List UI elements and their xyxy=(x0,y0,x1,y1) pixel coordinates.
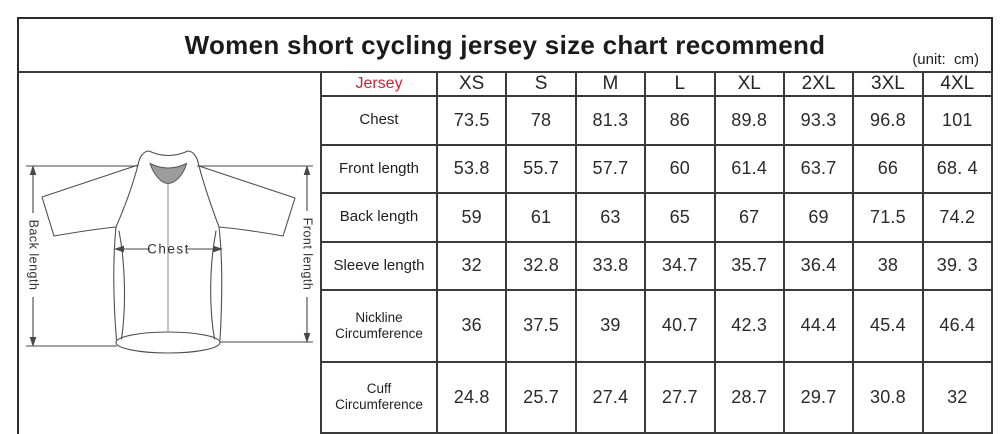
size-table-header-row: Jersey XS S M L XL 2XL 3XL 4XL xyxy=(320,71,994,97)
table-row: Chest 73.5 78 81.3 86 89.8 93.3 96.8 101 xyxy=(320,95,994,146)
value-cell: 78 xyxy=(505,95,577,146)
page-title: Women short cycling jersey size chart re… xyxy=(184,29,826,60)
value-cell: 32 xyxy=(921,360,994,434)
size-chart-panel: Women short cycling jersey size chart re… xyxy=(17,17,994,434)
value-cell: 45.4 xyxy=(852,289,924,363)
jersey-outline xyxy=(41,150,296,354)
back-length-label: Back length xyxy=(27,220,41,291)
table-row: Cuff Circumference 24.8 25.7 27.4 27.7 28.7 29… xyxy=(320,360,994,434)
value-cell: 38 xyxy=(852,240,924,292)
size-column-header: XL xyxy=(713,71,785,97)
front-length-label: Front length xyxy=(301,218,315,291)
value-cell: 53.8 xyxy=(435,143,508,195)
size-column-header: 2XL xyxy=(782,71,855,97)
value-cell: 74.2 xyxy=(921,192,994,243)
table-row: Back length 59 61 63 65 67 69 71.5 74.2 xyxy=(320,192,994,243)
front-length-dimension xyxy=(197,165,313,343)
row-label: Back length xyxy=(320,192,438,243)
size-column-header: XS xyxy=(435,71,508,97)
value-cell: 30.8 xyxy=(852,360,924,434)
value-cell: 57.7 xyxy=(574,143,647,195)
value-cell: 34.7 xyxy=(644,240,716,292)
value-cell: 24.8 xyxy=(435,360,508,434)
value-cell: 36.4 xyxy=(782,240,855,292)
size-column-header: M xyxy=(574,71,647,97)
value-cell: 61.4 xyxy=(713,143,785,195)
value-cell: 35.7 xyxy=(713,240,785,292)
value-cell: 65 xyxy=(644,192,716,243)
table-row: Sleeve length 32 32.8 33.8 34.7 35.7 36.4 38 39.… xyxy=(320,240,994,292)
table-header-jersey: Jersey xyxy=(320,71,438,97)
row-label: Nickline Circumference xyxy=(320,289,438,363)
value-cell: 40.7 xyxy=(644,289,716,363)
value-cell: 32.8 xyxy=(505,240,577,292)
value-cell: 29.7 xyxy=(782,360,855,434)
table-row: Nickline Circumference 36 37.5 39 40.7 42.3 44… xyxy=(320,289,994,363)
value-cell: 39 xyxy=(574,289,647,363)
row-label: Chest xyxy=(320,95,438,146)
value-cell: 55.7 xyxy=(505,143,577,195)
value-cell: 68. 4 xyxy=(921,143,994,195)
value-cell: 39. 3 xyxy=(921,240,994,292)
value-cell: 27.7 xyxy=(644,360,716,434)
panel-body: Back length Front length Chest xyxy=(17,71,994,434)
value-cell: 93.3 xyxy=(782,95,855,146)
value-cell: 27.4 xyxy=(574,360,647,434)
value-cell: 63 xyxy=(574,192,647,243)
value-cell: 73.5 xyxy=(435,95,508,146)
size-table: Jersey XS S M L XL 2XL 3XL 4XL Chest 73.5 78 81.3 86… xyxy=(320,71,994,434)
value-cell: 66 xyxy=(852,143,924,195)
value-cell: 71.5 xyxy=(852,192,924,243)
value-cell: 63.7 xyxy=(782,143,855,195)
value-cell: 61 xyxy=(505,192,577,243)
size-column-header: S xyxy=(505,71,577,97)
value-cell: 28.7 xyxy=(713,360,785,434)
size-table-body: Chest 73.5 78 81.3 86 89.8 93.3 96.8 101 Front le… xyxy=(320,95,994,434)
back-length-dimension xyxy=(26,165,137,347)
value-cell: 89.8 xyxy=(713,95,785,146)
title-box: Women short cycling jersey size chart re… xyxy=(17,17,993,71)
value-cell: 42.3 xyxy=(713,289,785,363)
table-row: Front length 53.8 55.7 57.7 60 61.4 63.7 66 68. … xyxy=(320,143,994,195)
row-label: Sleeve length xyxy=(320,240,438,292)
size-column-header: 4XL xyxy=(921,71,994,97)
jersey-drawing: Back length Front length Chest xyxy=(26,150,315,354)
value-cell: 101 xyxy=(921,95,994,146)
hem-band xyxy=(115,331,221,354)
collar-neck-fill xyxy=(149,162,188,185)
chest-dimension xyxy=(114,245,223,253)
value-cell: 67 xyxy=(713,192,785,243)
chest-label: Chest xyxy=(147,242,190,257)
value-cell: 46.4 xyxy=(921,289,994,363)
jersey-diagram: Back length Front length Chest xyxy=(17,71,320,434)
value-cell: 32 xyxy=(435,240,508,292)
row-label: Cuff Circumference xyxy=(320,360,438,434)
row-label: Front length xyxy=(320,143,438,195)
size-column-header: 3XL xyxy=(852,71,924,97)
size-column-header: L xyxy=(644,71,716,97)
value-cell: 60 xyxy=(644,143,716,195)
value-cell: 44.4 xyxy=(782,289,855,363)
value-cell: 96.8 xyxy=(852,95,924,146)
value-cell: 36 xyxy=(435,289,508,363)
value-cell: 86 xyxy=(644,95,716,146)
value-cell: 59 xyxy=(435,192,508,243)
unit-note: (unit: cm) xyxy=(912,51,979,68)
value-cell: 37.5 xyxy=(505,289,577,363)
value-cell: 69 xyxy=(782,192,855,243)
value-cell: 25.7 xyxy=(505,360,577,434)
value-cell: 81.3 xyxy=(574,95,647,146)
value-cell: 33.8 xyxy=(574,240,647,292)
